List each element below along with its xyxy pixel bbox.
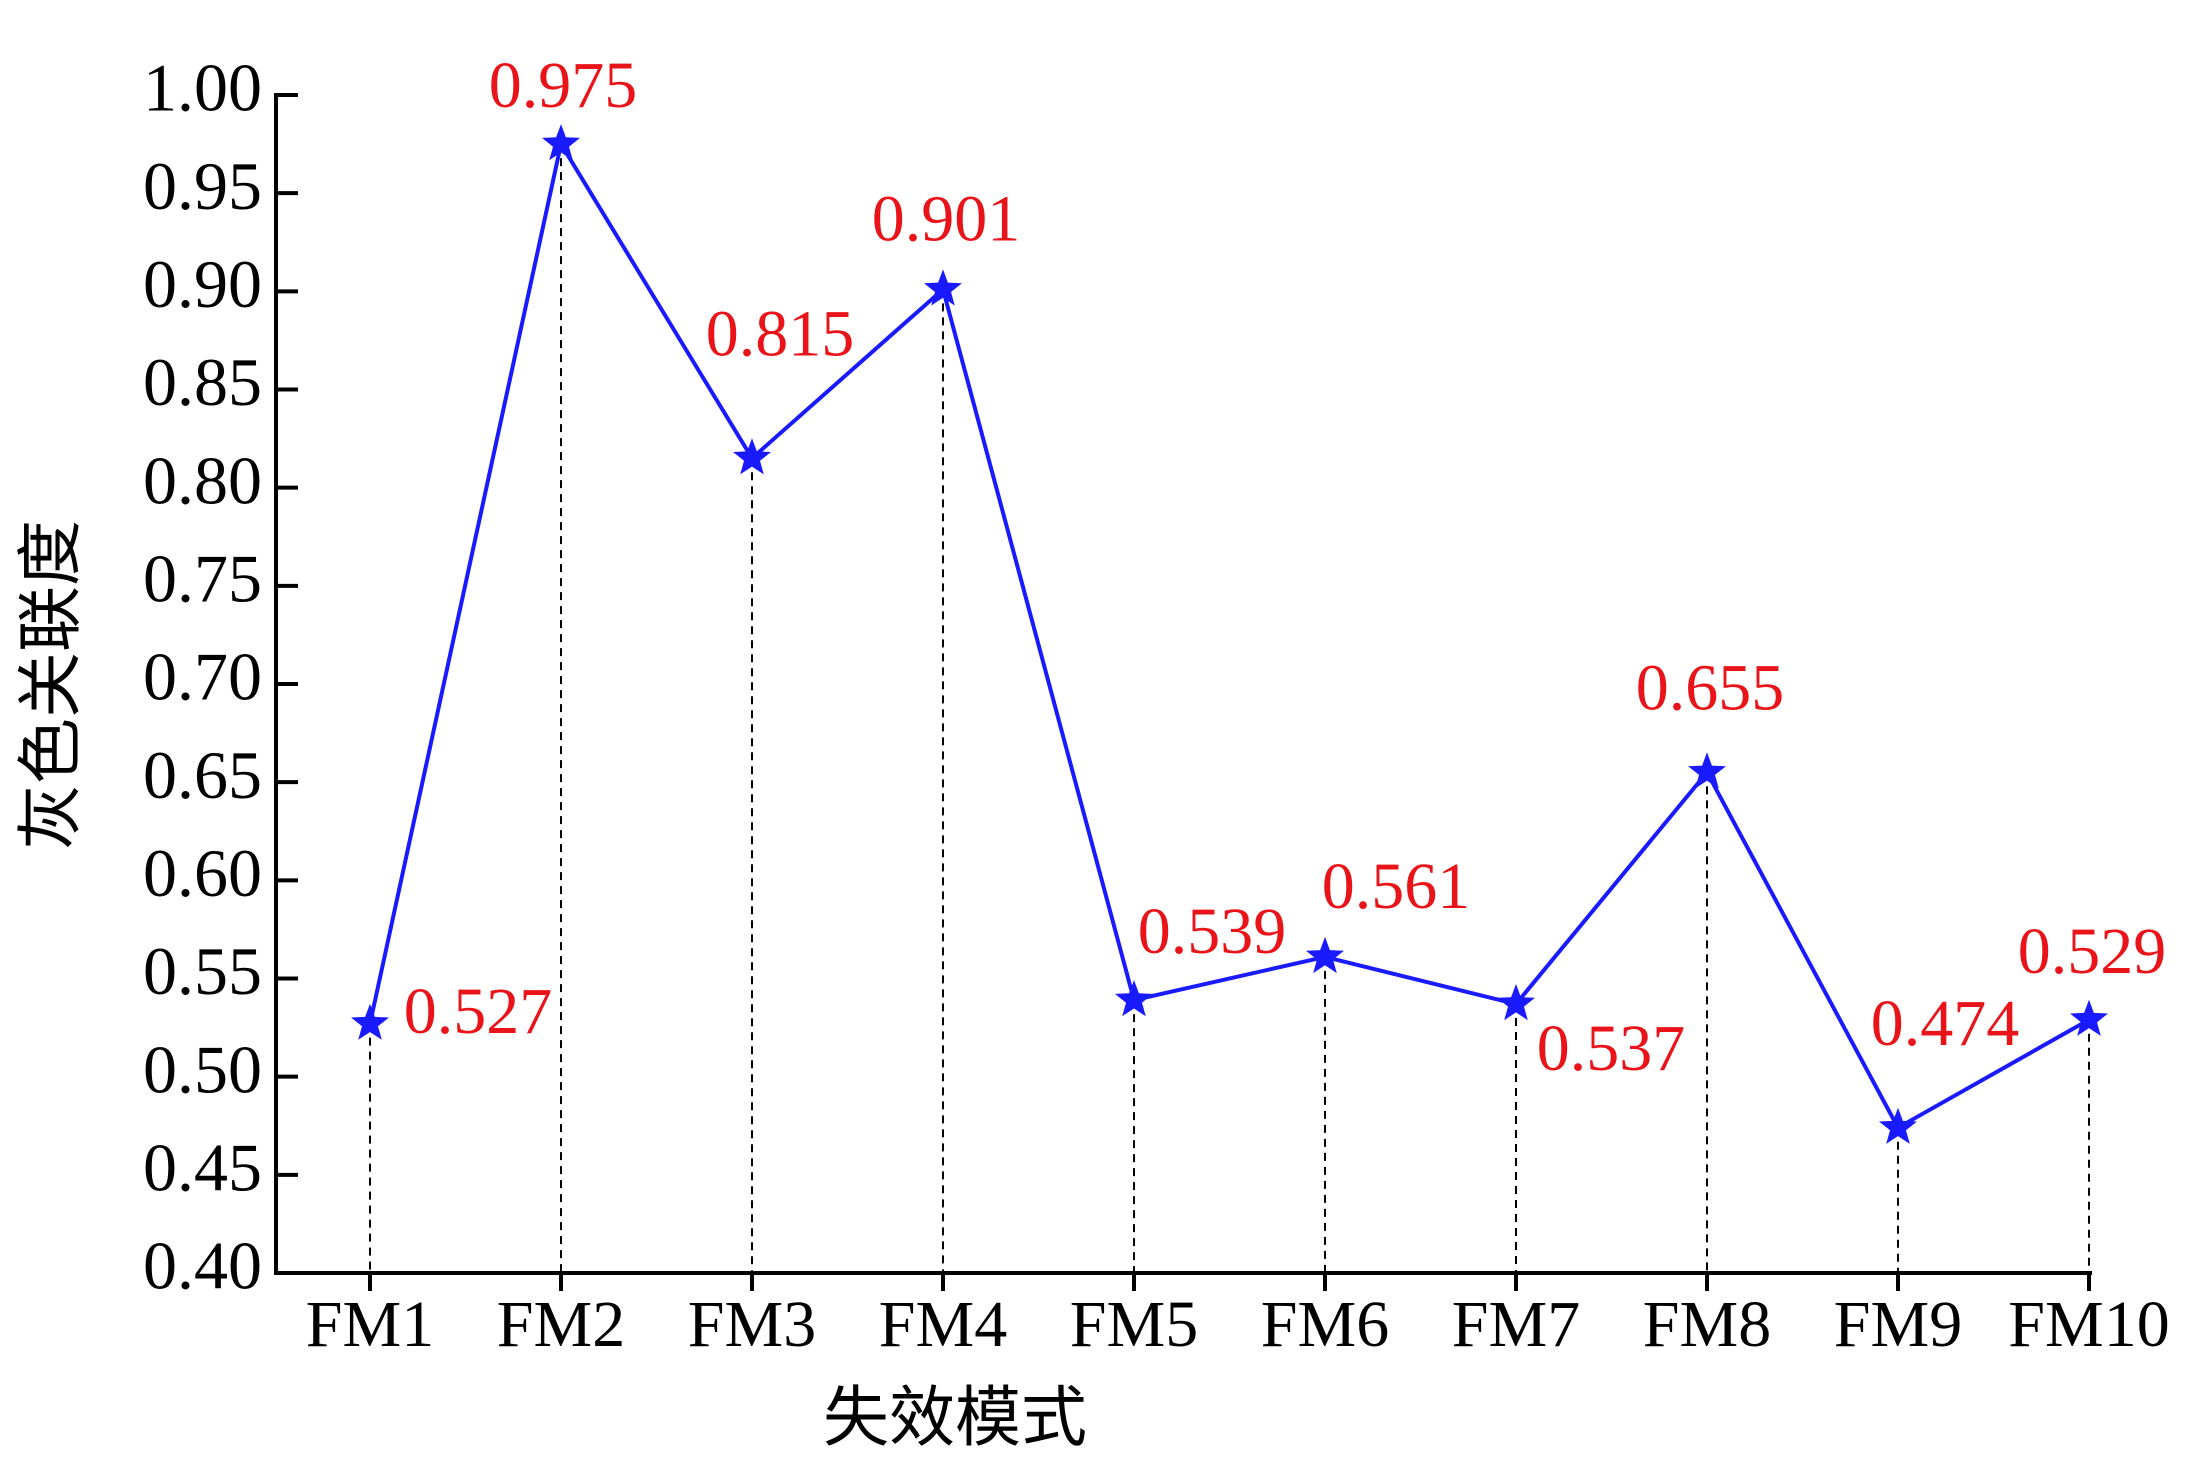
y-tick-label: 0.45: [143, 1129, 262, 1205]
series-line: [368, 138, 2090, 1131]
y-tick-label: 0.95: [143, 148, 262, 224]
y-tick-label: 0.70: [143, 639, 262, 715]
x-tick-label: FM6: [1261, 1288, 1389, 1361]
y-tick-label: 0.60: [143, 835, 262, 911]
data-label: 0.655: [1636, 651, 1785, 724]
x-tick-label: FM2: [497, 1288, 625, 1361]
x-tick-label: FM10: [2008, 1288, 2169, 1361]
x-tick-label: FM9: [1834, 1288, 1962, 1361]
data-label: 0.537: [1537, 1012, 1686, 1085]
y-tick-label: 0.90: [143, 246, 262, 322]
marker: [2070, 999, 2108, 1036]
marker: [1688, 752, 1726, 789]
marker: [1115, 980, 1153, 1017]
x-tick-label: FM4: [879, 1288, 1007, 1361]
x-tick-label: FM1: [306, 1288, 434, 1361]
y-tick-label: 1.00: [143, 50, 262, 126]
y-tick-label: 0.80: [143, 442, 262, 518]
marker: [351, 1003, 389, 1040]
marker: [733, 438, 771, 475]
x-tick-label: FM5: [1070, 1288, 1198, 1361]
marker: [1306, 936, 1344, 974]
marker: [1497, 984, 1535, 1021]
data-label: 0.975: [489, 49, 638, 122]
marker: [542, 124, 580, 161]
marker: [924, 269, 962, 306]
x-tick-label: FM7: [1452, 1288, 1580, 1361]
data-label: 0.529: [2018, 915, 2167, 988]
y-axis-title: 灰色关联度: [15, 520, 88, 850]
y-tick-label: 0.65: [143, 737, 262, 813]
data-label: 0.901: [872, 183, 1021, 256]
y-tick-label: 0.75: [143, 540, 262, 616]
x-axis-title: 失效模式: [823, 1382, 1087, 1455]
data-label: 0.539: [1138, 895, 1287, 968]
y-tick-label: 0.40: [143, 1228, 262, 1304]
y-tick-label: 0.55: [143, 933, 262, 1009]
data-label: 0.815: [706, 297, 855, 370]
x-tick-label: FM3: [688, 1288, 816, 1361]
data-label: 0.474: [1871, 987, 2020, 1060]
data-label: 0.561: [1322, 850, 1471, 923]
marker: [1879, 1107, 1917, 1144]
x-tick-label: FM8: [1643, 1288, 1771, 1361]
y-tick-label: 0.50: [143, 1031, 262, 1107]
y-tick-label: 0.85: [143, 344, 262, 420]
data-label: 0.527: [404, 975, 553, 1048]
